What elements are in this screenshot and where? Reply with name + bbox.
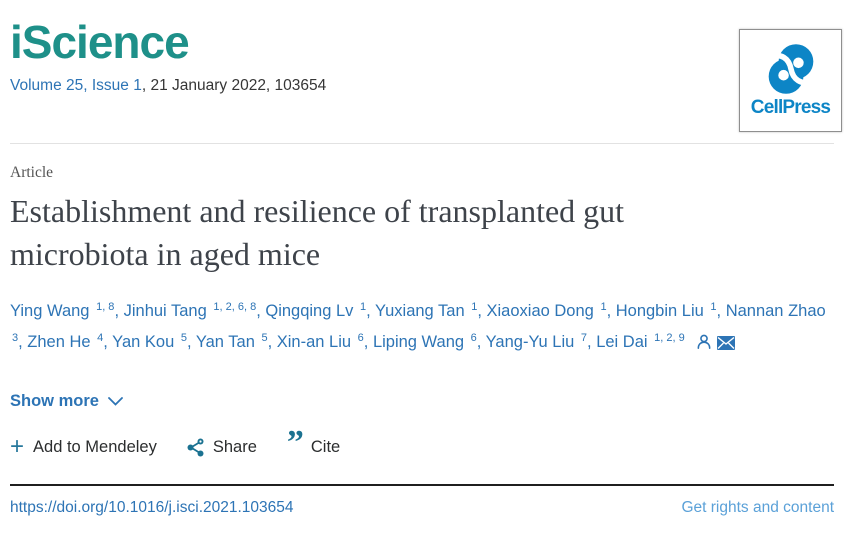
double-quote-icon: ”	[286, 424, 304, 461]
author-link[interactable]: Hongbin Liu 1	[615, 300, 717, 320]
author-link[interactable]: Yan Tan 5	[195, 331, 268, 351]
authors-block: Ying Wang 1, 8, Jinhui Tang 1, 2, 6, 8, …	[10, 296, 834, 358]
author-link[interactable]: Yang-Yu Liu 7	[485, 331, 588, 351]
issue-date-text: , 21 January 2022, 103654	[141, 77, 327, 94]
journal-logo[interactable]: iScience	[10, 16, 190, 68]
author-link[interactable]: Xiaoxiao Dong 1	[486, 300, 607, 320]
author-link[interactable]: Zhen He 4	[27, 331, 104, 351]
author-list: Ying Wang 1, 8, Jinhui Tang 1, 2, 6, 8, …	[10, 300, 826, 351]
author-link[interactable]: Xin-an Liu 6	[276, 331, 364, 351]
email-envelope-icon[interactable]	[716, 336, 735, 350]
issue-line: Volume 25, Issue 1, 21 January 2022, 103…	[10, 76, 834, 95]
plus-icon: +	[10, 433, 25, 460]
cite-button[interactable]: ” Cite	[286, 424, 341, 461]
issue-link[interactable]: Volume 25, Issue 1	[10, 77, 142, 94]
doi-link[interactable]: https://doi.org/10.1016/j.isci.2021.1036…	[10, 498, 294, 516]
share-nodes-icon	[187, 438, 204, 456]
author-link[interactable]: Ying Wang 1, 8	[10, 300, 115, 320]
author-link[interactable]: Yan Kou 5	[112, 331, 187, 351]
actions-toolbar: + Add to Mendeley Share ” Cite	[10, 424, 834, 461]
cellpress-wordmark: CellPress	[750, 97, 831, 118]
share-label: Share	[212, 437, 257, 456]
author-link[interactable]: Lei Dai 1, 2, 9	[596, 331, 685, 351]
cellpress-logo[interactable]: CellPress	[739, 29, 842, 132]
show-more-label: Show more	[10, 391, 99, 410]
article-title: Establishment and resilience of transpla…	[10, 193, 625, 272]
article-header-page: iScience Volume 25, Issue 1, 21 January …	[0, 16, 844, 517]
author-link[interactable]: Nannan Zhao 3	[12, 302, 826, 344]
author-person-icon[interactable]	[696, 333, 712, 350]
show-more-button[interactable]: Show more	[10, 392, 123, 411]
author-icons	[691, 333, 735, 351]
header-divider	[10, 143, 834, 144]
mendeley-label: Add to Mendeley	[33, 437, 157, 456]
author-link[interactable]: Liping Wang 6	[372, 331, 477, 351]
rights-and-content-link[interactable]: Get rights and content	[681, 498, 834, 516]
chevron-down-icon	[108, 396, 123, 406]
journal-header: iScience Volume 25, Issue 1, 21 January …	[10, 16, 842, 132]
add-to-mendeley-button[interactable]: + Add to Mendeley	[10, 433, 157, 460]
footer-divider	[10, 483, 834, 486]
footer-row: https://doi.org/10.1016/j.isci.2021.1036…	[10, 499, 834, 517]
share-button[interactable]: Share	[187, 438, 257, 457]
cellpress-mark-icon	[766, 44, 815, 94]
cite-label: Cite	[310, 437, 341, 456]
article-type-label: Article	[10, 164, 54, 181]
author-link[interactable]: Jinhui Tang 1, 2, 6, 8	[123, 300, 257, 320]
author-link[interactable]: Yuxiang Tan 1	[375, 300, 478, 320]
author-link[interactable]: Qingqing Lv 1	[265, 300, 367, 320]
